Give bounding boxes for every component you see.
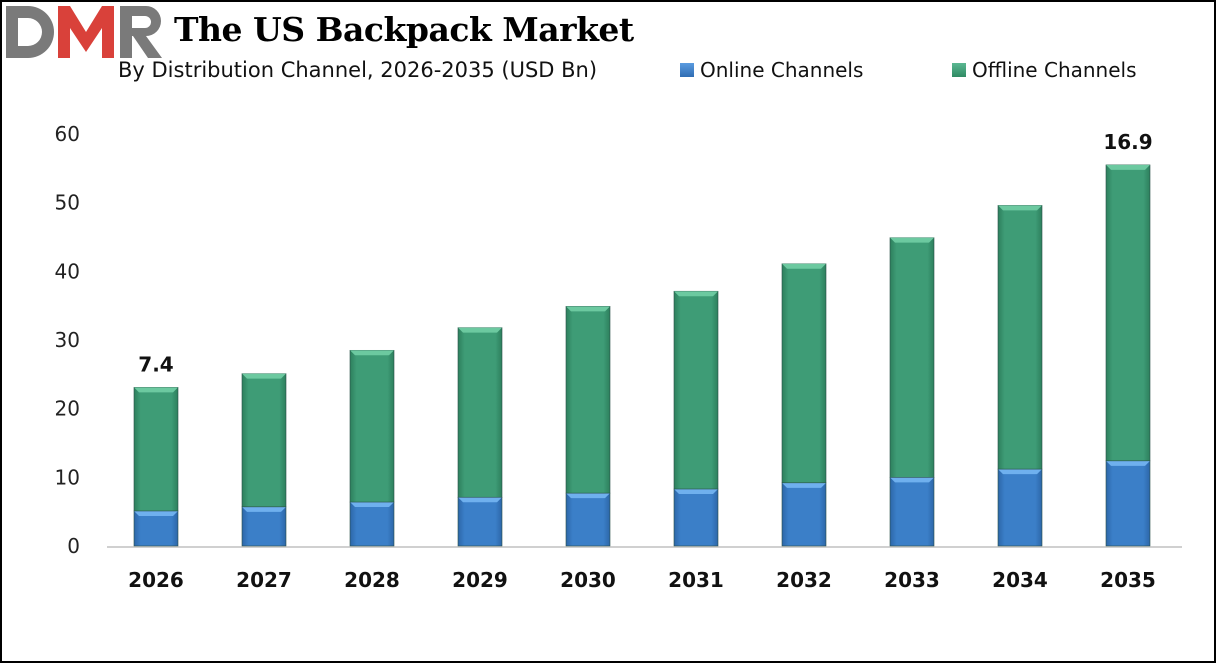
bar-online-2029 [457,496,503,547]
y-tick-label: 10 [55,465,80,489]
x-tick-label: 2034 [992,568,1048,592]
bar-cap-online-2035 [1106,460,1150,466]
bar-online-2026 [133,510,179,547]
x-tick-label: 2033 [884,568,940,592]
bar-online-2033 [889,477,935,547]
legend-item-online: Online Channels [680,58,863,82]
bar-cap-offline-2034 [998,205,1042,211]
bar-online-2028 [349,501,395,547]
data-label: 16.9 [1103,130,1152,154]
y-tick-label: 0 [67,534,80,558]
legend-label-online: Online Channels [700,58,864,82]
bar-offline-2034 [997,205,1043,470]
bar-online-2034 [997,468,1043,547]
y-tick-label: 20 [55,397,80,421]
bar-cap-online-2026 [134,510,178,516]
bar-cap-online-2034 [998,469,1042,475]
dmr-logo [6,6,162,58]
bar-online-2032 [781,482,827,547]
bar-cap-online-2032 [782,482,826,488]
bar-cap-offline-2026 [134,387,178,393]
bar-cap-offline-2032 [782,263,826,269]
bar-cap-offline-2029 [458,327,502,333]
x-tick-label: 2027 [236,568,292,592]
x-tick-label: 2031 [668,568,724,592]
x-tick-label: 2030 [560,568,616,592]
x-tick-label: 2032 [776,568,832,592]
x-tick-label: 2026 [128,568,184,592]
y-tick-label: 60 [55,122,80,146]
bar-offline-2028 [349,349,395,503]
bar-cap-offline-2033 [890,237,934,243]
y-tick-label: 40 [55,259,80,283]
legend-swatch-online [680,63,694,77]
x-tick-label: 2035 [1100,568,1156,592]
bar-cap-online-2029 [458,497,502,503]
legend-swatch-offline [952,63,966,77]
bar-cap-online-2028 [350,502,394,508]
bar-cap-offline-2027 [242,373,286,379]
x-tick-label: 2029 [452,568,508,592]
legend-label-offline: Offline Channels [972,58,1137,82]
bar-cap-offline-2030 [566,306,610,312]
bar-cap-online-2027 [242,506,286,512]
bar-cap-offline-2028 [350,350,394,356]
bar-offline-2033 [889,237,935,478]
bar-offline-2030 [565,306,611,494]
chart-title: The US Backpack Market [174,10,634,49]
bar-offline-2035 [1105,164,1151,462]
y-tick-label: 50 [55,191,80,215]
bar-offline-2032 [781,263,827,484]
bar-cap-online-2033 [890,477,934,483]
bar-cap-online-2031 [674,489,718,495]
y-tick-label: 30 [55,328,80,352]
legend-item-offline: Offline Channels [952,58,1137,82]
x-tick-label: 2028 [344,568,400,592]
bar-online-2027 [241,506,287,547]
bar-cap-offline-2035 [1106,164,1150,170]
bar-online-2031 [673,488,719,547]
bar-offline-2027 [241,373,287,508]
bar-online-2030 [565,492,611,547]
bar-cap-offline-2031 [674,291,718,297]
data-label: 7.4 [138,352,173,376]
bar-cap-online-2030 [566,493,610,499]
bar-offline-2031 [673,290,719,490]
chart-subtitle: By Distribution Channel, 2026-2035 (USD … [118,58,598,82]
bar-offline-2029 [457,327,503,498]
bar-offline-2026 [133,387,179,512]
bar-online-2035 [1105,460,1151,547]
